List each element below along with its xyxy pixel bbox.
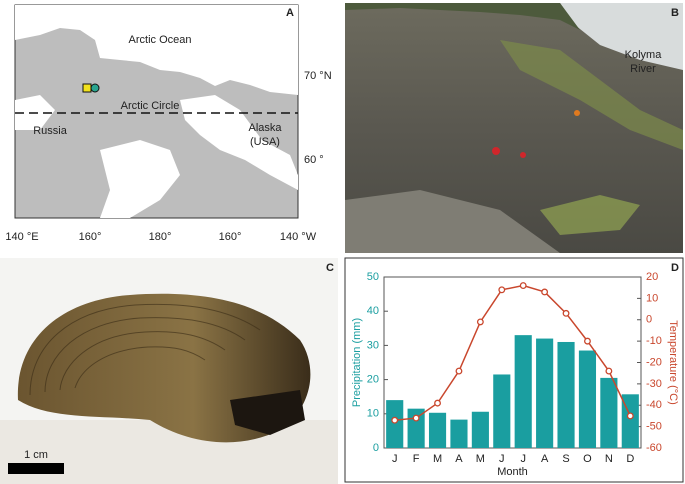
line-point xyxy=(412,414,420,422)
panel-label: A xyxy=(286,7,294,19)
trees xyxy=(345,3,580,30)
y2-tick-label: -60 xyxy=(646,442,662,454)
bar xyxy=(578,350,597,448)
x-tick-label: A xyxy=(541,453,549,465)
line-point xyxy=(455,367,463,375)
lon-label: 160° xyxy=(79,231,102,243)
photo-c: 1 cm C xyxy=(0,258,338,484)
line-point xyxy=(562,309,570,317)
y-tick-label: 50 xyxy=(367,271,379,283)
bar xyxy=(514,335,532,448)
lon-label: 180° xyxy=(149,231,172,243)
site-marker xyxy=(82,83,92,93)
bar xyxy=(386,400,404,448)
x-tick-label: S xyxy=(562,453,569,465)
map-label: Russia xyxy=(33,125,68,137)
person xyxy=(492,147,500,155)
vegetation xyxy=(500,40,683,150)
line-point xyxy=(584,337,591,345)
y-tick-label: 40 xyxy=(367,305,379,317)
x-tick-label: J xyxy=(499,453,505,465)
x-tick-label: J xyxy=(392,453,398,465)
river-label: River xyxy=(630,63,656,75)
lon-label: 140 °W xyxy=(280,231,317,243)
panel-label: B xyxy=(671,7,679,19)
line-point xyxy=(605,367,613,375)
ocean xyxy=(15,5,298,95)
bar xyxy=(557,341,575,448)
bar xyxy=(450,419,468,448)
line-point xyxy=(434,399,441,407)
y-tick-label: 0 xyxy=(373,442,379,454)
river xyxy=(560,3,683,70)
y2-tick-label: -40 xyxy=(646,399,662,411)
sea xyxy=(180,95,298,190)
person xyxy=(574,110,580,116)
mud xyxy=(345,190,560,253)
site-marker xyxy=(90,83,100,93)
chart-panel: D 0 10 20 30 40 50 -60 -50 -40 -30 -20 -10 0 10 20 J F M A… xyxy=(344,257,684,483)
bar xyxy=(536,338,554,448)
y2-tick-label: 0 xyxy=(646,314,652,326)
lon-label: 160° xyxy=(219,231,242,243)
dark-end xyxy=(230,390,305,435)
person xyxy=(520,152,526,158)
x-tick-label: D xyxy=(626,453,634,465)
line-point xyxy=(391,416,399,424)
y2-tick-label: -50 xyxy=(646,421,662,433)
lon-label: 140 °E xyxy=(5,231,38,243)
y-tick-label: 10 xyxy=(367,408,379,420)
lat-label: 60 ° xyxy=(304,154,324,166)
bar xyxy=(471,411,489,448)
x-tick-label: M xyxy=(433,453,442,465)
x-tick-label: A xyxy=(455,453,463,465)
scale-label: 1 cm xyxy=(24,449,48,461)
x-tick-label: N xyxy=(605,453,613,465)
map-label: (USA) xyxy=(250,136,280,148)
line-point xyxy=(541,288,549,296)
panel-label: C xyxy=(326,262,334,274)
line-point xyxy=(498,286,506,294)
line xyxy=(394,284,631,421)
y2-tick-label: -20 xyxy=(646,356,662,368)
y2-tick-label: 20 xyxy=(646,271,658,283)
panel-label: D xyxy=(671,262,679,274)
tree-rings xyxy=(29,303,261,396)
y2-tick-label: 10 xyxy=(646,292,658,304)
map-label: Arctic Circle xyxy=(121,100,180,112)
x-tick-label: M xyxy=(476,453,485,465)
line-point xyxy=(476,318,484,326)
y2-tick-label: -10 xyxy=(646,335,662,347)
sea xyxy=(100,140,180,218)
bar xyxy=(493,374,511,448)
x-axis-title: Month xyxy=(497,466,528,478)
y2-tick-label: -30 xyxy=(646,378,662,390)
map-label: Arctic Ocean xyxy=(129,34,192,46)
photo-b: Kolyma River B xyxy=(345,3,683,253)
x-tick-label: J xyxy=(520,453,526,465)
line-point xyxy=(519,282,527,289)
bar xyxy=(428,412,447,448)
scale-bar xyxy=(8,463,64,474)
y-tick-label: 20 xyxy=(367,374,379,386)
y-axis-title: Precipitation (mm) xyxy=(351,318,363,407)
vegetation xyxy=(540,195,640,235)
y2-axis-title: Temperature (°C) xyxy=(667,320,679,404)
x-tick-label: F xyxy=(413,453,420,465)
map-panel: Arctic Ocean Arctic Circle Russia Alaska… xyxy=(5,4,332,243)
line-point xyxy=(626,412,634,420)
map-label: Alaska xyxy=(248,122,282,134)
river-label: Kolyma xyxy=(625,49,663,61)
lat-label: 70 °N xyxy=(304,70,332,82)
bar xyxy=(600,377,618,448)
x-tick-label: O xyxy=(583,453,592,465)
y-tick-label: 30 xyxy=(367,339,379,351)
